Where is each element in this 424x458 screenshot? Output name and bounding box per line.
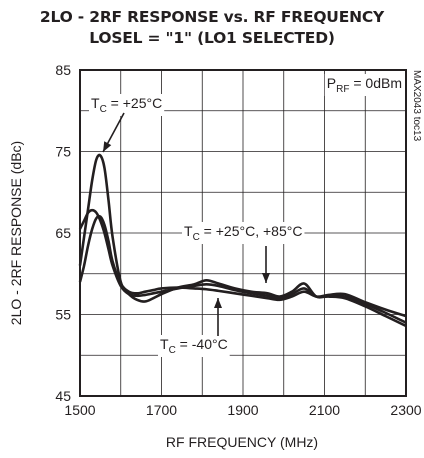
x-tick-label: 1900	[227, 402, 258, 418]
annotation-tc-m40-bg	[158, 335, 230, 357]
y-tick-label: 45	[55, 388, 71, 404]
y-tick-label: 85	[55, 62, 71, 78]
plot-frame	[79, 69, 407, 397]
chart-subtitle: LOSEL = "1" (LO1 SELECTED)	[89, 29, 335, 47]
annotation-tc-25: TC = +25°C	[91, 95, 162, 115]
annotation-tc-25-85: TC = +25°C, +85°C	[184, 223, 302, 243]
y-tick-label: 75	[55, 144, 71, 160]
chart-title: 2LO - 2RF RESPONSE vs. RF FREQUENCY	[39, 8, 385, 26]
x-tick-label: 2300	[390, 402, 421, 418]
annotation-arrow-m40	[214, 298, 222, 336]
y-tick-label: 65	[55, 225, 71, 241]
annotation-tc-25-bg	[89, 94, 165, 116]
condition-label: PRF = 0dBm	[327, 75, 402, 95]
tick-labels: 1500 1700 1900 2100 2300 45 55 65 75 85	[55, 62, 421, 418]
annotation-arrow-25-85	[262, 246, 270, 283]
annotation-tc-25-85-bg	[182, 222, 305, 244]
annotation-arrow-25	[102, 112, 125, 153]
series-layer	[78, 153, 407, 328]
annotations: PRF = 0dBm TC = +25°C TC = +25°C, +85°C TC …	[89, 74, 404, 357]
annotation-tc-m40: TC = -40°C	[160, 336, 228, 356]
series-line-3	[78, 214, 407, 318]
x-tick-label: 1500	[64, 402, 95, 418]
condition-label-bg	[324, 74, 404, 96]
y-axis-label: 2LO - 2RF RESPONSE (dBc)	[8, 141, 24, 325]
x-tick-label: 2100	[309, 402, 340, 418]
y-tick-label: 55	[55, 307, 71, 323]
watermark-label: MAX2043 toc13	[411, 70, 422, 142]
x-axis-label: RF FREQUENCY (MHz)	[166, 434, 318, 450]
x-tick-label: 1700	[146, 402, 177, 418]
